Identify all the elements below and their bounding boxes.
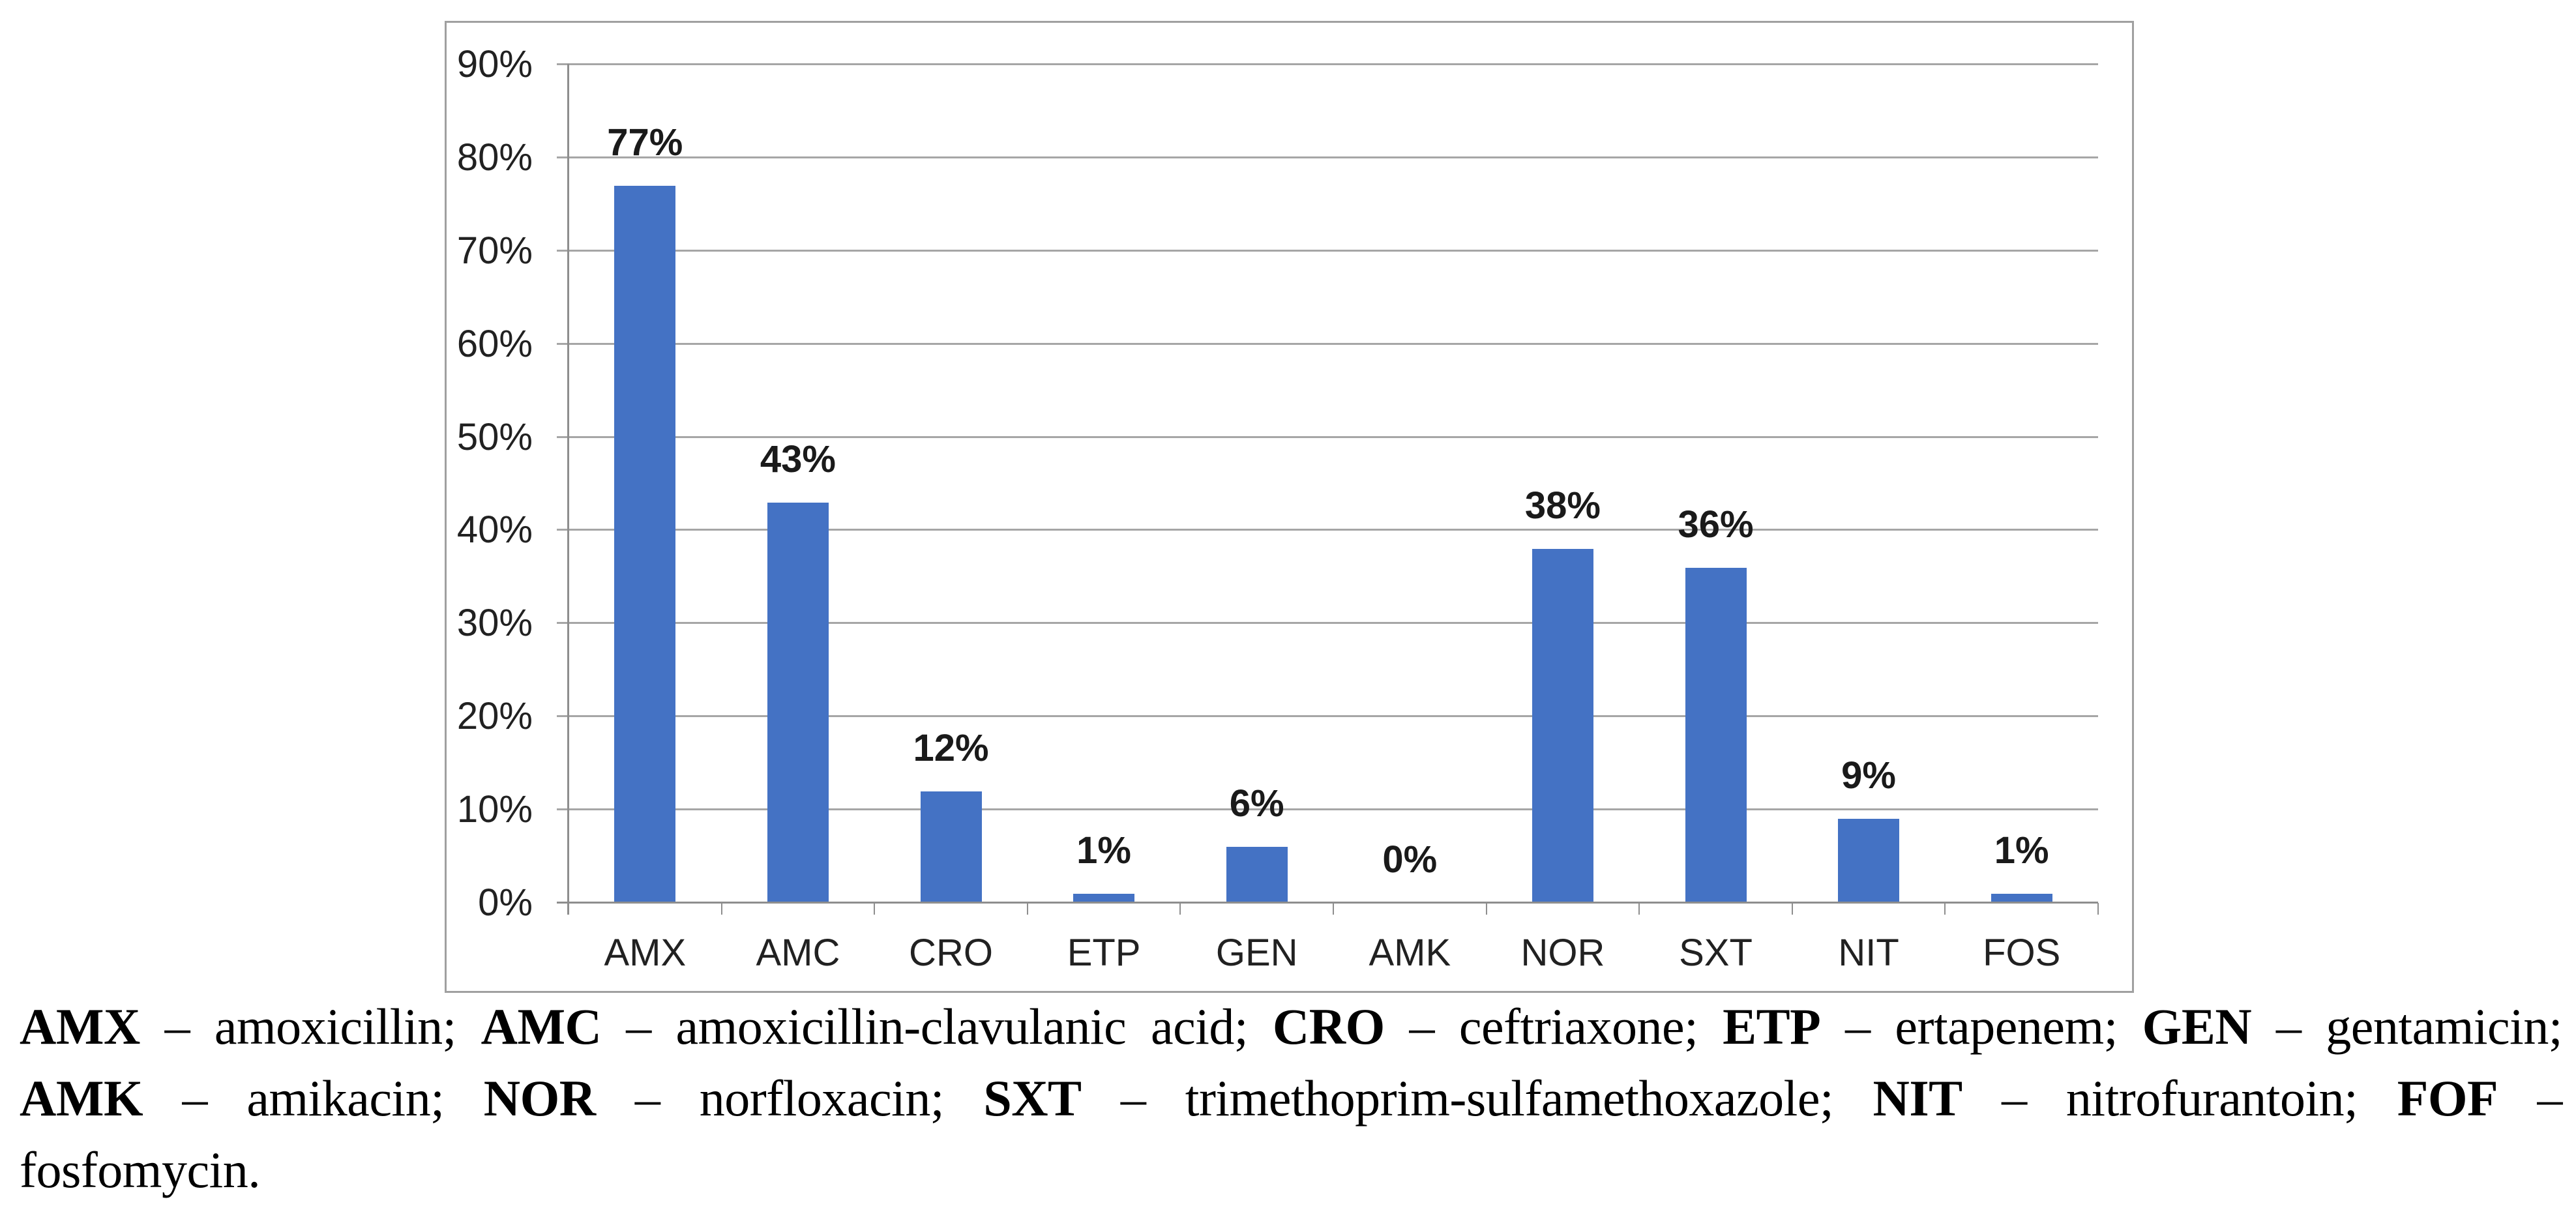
caption-abbreviation: GEN xyxy=(2142,998,2252,1055)
caption-abbreviation: AMX xyxy=(20,998,140,1055)
gridline-40 xyxy=(557,529,2098,531)
bar-CRO xyxy=(920,791,982,903)
x-axis-tick-label-SXT: SXT xyxy=(1679,932,1753,974)
gridline-60 xyxy=(557,342,2098,345)
y-axis-tick-label-10: 10% xyxy=(456,788,533,831)
plot-area: 77% AMX 43% AMC 12% CRO 1% ETP 6% GEN 0% AMK 38% NOR 3… xyxy=(557,63,2099,972)
caption-abbreviation: NOR xyxy=(483,1070,596,1127)
value-label-AMK: 0% xyxy=(1382,838,1438,881)
y-axis-tick-label-90: 90% xyxy=(456,43,533,85)
caption: AMX – amoxicillin; AMC – amoxicillin-cla… xyxy=(20,991,2563,1206)
x-axis-tick xyxy=(1026,903,1028,915)
gridline-80 xyxy=(557,156,2098,158)
x-axis-line xyxy=(557,902,2098,904)
y-axis-labels: 0% 10% 20% 30% 40% 50% 60% 70% 80% 90% xyxy=(447,23,533,991)
y-axis-tick-label-20: 20% xyxy=(456,695,533,738)
gridline-30 xyxy=(557,622,2098,625)
y-axis-tick-label-40: 40% xyxy=(456,508,533,552)
x-axis-tick xyxy=(1791,903,1793,915)
y-axis-line xyxy=(567,64,569,915)
y-axis-tick-label-30: 30% xyxy=(456,602,533,645)
x-axis-tick xyxy=(1333,903,1334,915)
x-axis-tick xyxy=(720,903,722,915)
value-label-ETP: 1% xyxy=(1076,829,1132,872)
y-axis-tick-label-80: 80% xyxy=(456,136,533,179)
x-axis-tick-label-AMC: AMC xyxy=(756,932,840,974)
caption-abbreviation: CRO xyxy=(1272,998,1385,1055)
caption-abbreviation: AMK xyxy=(20,1070,143,1127)
bar-AMX xyxy=(614,185,676,903)
gridline-70 xyxy=(557,249,2098,252)
y-axis-tick-label-60: 60% xyxy=(456,322,533,365)
bar-GEN xyxy=(1226,847,1288,903)
bar-NIT xyxy=(1838,819,1900,903)
y-axis-tick-label-70: 70% xyxy=(456,229,533,272)
bar-ETP xyxy=(1073,893,1135,903)
bar-FOS xyxy=(1991,893,2052,903)
gridline-10 xyxy=(557,808,2098,811)
y-axis-tick-label-0: 0% xyxy=(478,881,533,924)
value-label-FOS: 1% xyxy=(1994,829,2049,872)
x-axis-tick xyxy=(1485,903,1487,915)
x-axis-tick xyxy=(1944,903,1946,915)
x-axis-tick-label-GEN: GEN xyxy=(1215,932,1298,974)
caption-line-2: AMK – amikacin; NOR – norfloxacin; SXT –… xyxy=(20,1070,2563,1127)
value-label-NOR: 38% xyxy=(1524,484,1601,527)
bar-chart: 0% 10% 20% 30% 40% 50% 60% 70% 80% 90% 77% AMX 43% A… xyxy=(445,21,2134,993)
x-axis-tick-label-FOS: FOS xyxy=(1983,932,2061,974)
x-axis-tick-label-ETP: ETP xyxy=(1067,932,1141,974)
x-axis-tick xyxy=(1638,903,1640,915)
value-label-GEN: 6% xyxy=(1229,782,1284,825)
value-label-SXT: 36% xyxy=(1678,503,1754,546)
x-axis-tick-label-AMX: AMX xyxy=(604,932,687,974)
caption-abbreviation: AMC xyxy=(481,998,602,1055)
y-axis-tick-label-50: 50% xyxy=(456,415,533,458)
x-axis-tick xyxy=(2097,903,2099,915)
gridline-90 xyxy=(557,63,2098,65)
caption-abbreviation: NIT xyxy=(1873,1070,1963,1127)
value-label-AMX: 77% xyxy=(607,121,683,164)
caption-abbreviation: FOF xyxy=(2397,1070,2498,1127)
x-axis-tick-label-AMK: AMK xyxy=(1369,932,1451,974)
value-label-CRO: 12% xyxy=(913,726,989,769)
bar-SXT xyxy=(1685,567,1747,903)
gridline-50 xyxy=(557,435,2098,438)
x-axis-tick xyxy=(874,903,876,915)
caption-abbreviation: SXT xyxy=(983,1070,1082,1127)
gridline-20 xyxy=(557,715,2098,718)
x-axis-tick xyxy=(568,903,569,915)
x-axis-tick-label-CRO: CRO xyxy=(909,932,993,974)
bar-AMC xyxy=(767,502,829,903)
caption-line-3: fosfomycin. xyxy=(20,1142,261,1198)
x-axis-tick xyxy=(1179,903,1181,915)
bar-NOR xyxy=(1532,549,1593,903)
x-axis-tick-label-NOR: NOR xyxy=(1520,932,1605,974)
value-label-AMC: 43% xyxy=(760,437,836,480)
value-label-NIT: 9% xyxy=(1841,754,1897,797)
caption-line-1: AMX – amoxicillin; AMC – amoxicillin-cla… xyxy=(20,998,2563,1055)
x-axis-tick-label-NIT: NIT xyxy=(1838,932,1899,974)
caption-abbreviation: ETP xyxy=(1723,998,1821,1055)
